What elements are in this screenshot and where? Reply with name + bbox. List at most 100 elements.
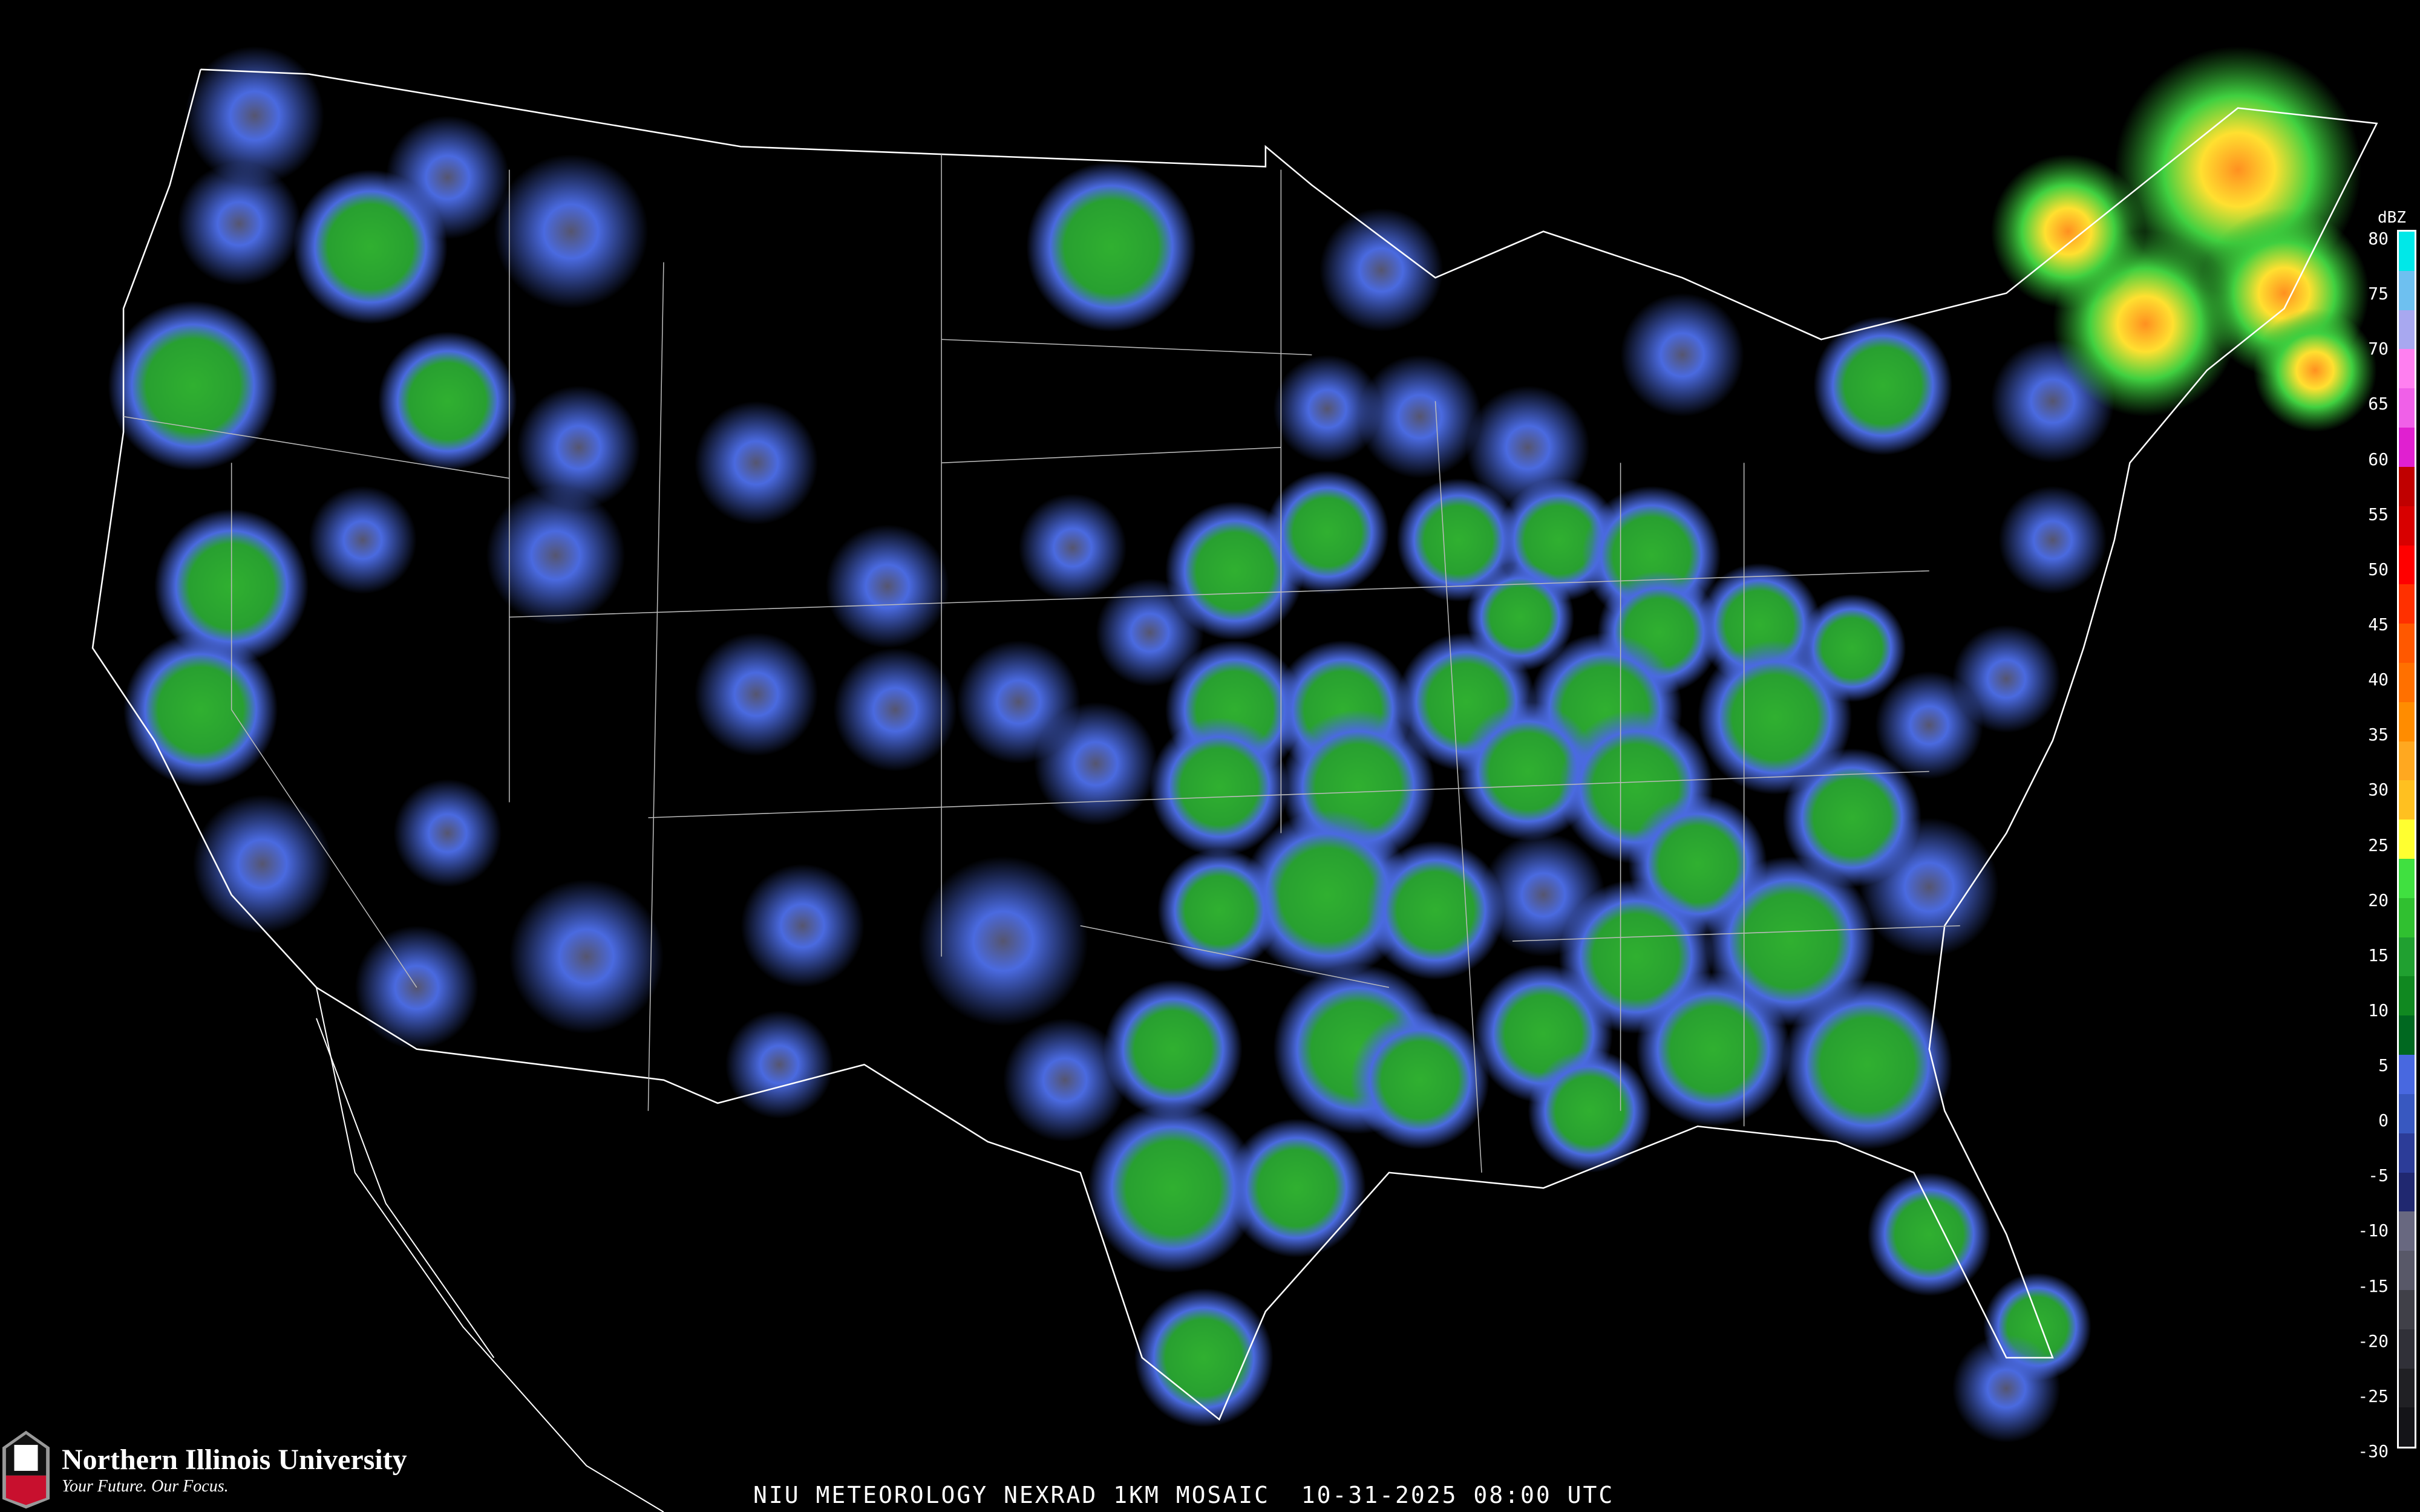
legend-color-step	[2399, 820, 2415, 859]
radar-echo	[1227, 1118, 1366, 1258]
radar-echo	[833, 648, 957, 772]
legend-tick-label: 35	[2368, 725, 2389, 745]
legend-tick-label: 55	[2368, 504, 2389, 524]
radar-echo	[1636, 972, 1791, 1127]
radar-echo	[1157, 849, 1281, 973]
radar-echo	[1998, 486, 2107, 595]
radar-echo	[177, 161, 301, 285]
legend-color-step	[2399, 310, 2415, 350]
radar-echo	[1088, 1103, 1258, 1273]
mosaic-title: NIU METEOROLOGY NEXRAD 1KM MOSAIC 10-31-…	[753, 1482, 1615, 1508]
radar-echo	[1134, 1288, 1274, 1427]
radar-echo	[1026, 161, 1197, 332]
radar-echo	[192, 794, 332, 934]
legend-tick-label: -30	[2358, 1441, 2389, 1461]
radar-echo	[1003, 1018, 1127, 1142]
legend-color-step	[2399, 1015, 2415, 1055]
radar-echo	[1320, 208, 1444, 332]
legend-color-step	[2399, 1133, 2415, 1173]
radar-echo	[1698, 640, 1853, 795]
legend-tick-label: -25	[2358, 1386, 2389, 1406]
radar-echo	[494, 154, 649, 309]
legend-tick-label: -15	[2358, 1276, 2389, 1296]
us-outline	[91, 68, 2378, 1421]
legend-color-step	[2399, 1055, 2415, 1094]
radar-echo	[1365, 841, 1505, 980]
legend-color-step	[2399, 545, 2415, 585]
legend-tick-label: -20	[2358, 1331, 2389, 1351]
storm-echo	[2253, 308, 2377, 432]
legend-color-step	[2399, 1251, 2415, 1290]
niu-shield-icon	[2, 1430, 50, 1509]
radar-echo	[1620, 293, 1744, 417]
legend-tick-label: 10	[2368, 1000, 2389, 1020]
legend-tick-label: 25	[2368, 835, 2389, 855]
legend-color-step	[2399, 232, 2415, 271]
radar-echo	[185, 46, 324, 186]
legend-tick-label: 40	[2368, 670, 2389, 690]
legend-color-step	[2399, 1093, 2415, 1133]
legend-color-step	[2399, 1211, 2415, 1251]
radar-echo	[1103, 979, 1243, 1119]
legend-color-step	[2399, 506, 2415, 546]
legend-color-step	[2399, 1407, 2415, 1447]
legend-tick-label: 80	[2368, 229, 2389, 249]
legend-tick-label: 70	[2368, 339, 2389, 359]
radar-echo	[1358, 354, 1482, 478]
legend-tick-label: 50	[2368, 559, 2389, 579]
legend-color-step	[2399, 662, 2415, 702]
legend-tick-label: 5	[2378, 1055, 2389, 1076]
legend-color-step	[2399, 428, 2415, 467]
legend-tick-label: -10	[2358, 1220, 2389, 1241]
legend-color-step	[2399, 1172, 2415, 1212]
radar-echo	[108, 301, 278, 471]
radar-echo	[1952, 625, 2061, 733]
reflectivity-color-bar	[2397, 230, 2416, 1448]
radar-echo	[694, 401, 819, 525]
radar-echo	[1034, 702, 1158, 826]
legend-tick-label: 15	[2368, 945, 2389, 965]
state-borders	[123, 154, 1960, 1173]
radar-echo	[517, 385, 641, 509]
legend-color-step	[2399, 1289, 2415, 1329]
legend-color-step	[2399, 388, 2415, 428]
legend-color-step	[2399, 898, 2415, 937]
radar-echo	[1273, 354, 1382, 463]
university-tagline: Your Future. Our Focus.	[62, 1477, 229, 1496]
radar-echo	[1867, 1172, 1991, 1296]
university-name: Northern Illinois University	[62, 1444, 407, 1476]
legend-color-step	[2399, 466, 2415, 506]
legend-color-step	[2399, 1368, 2415, 1408]
radar-echo	[1528, 1049, 1652, 1173]
radar-echo	[918, 856, 1088, 1026]
radar-echo	[725, 1010, 834, 1119]
legend-color-step	[2399, 937, 2415, 977]
radar-echo	[694, 632, 819, 756]
radar-echo	[1813, 316, 1953, 455]
legend-tick-label: -5	[2368, 1165, 2389, 1186]
niu-logo: Northern Illinois University Your Future…	[2, 1430, 407, 1509]
radar-echo	[123, 632, 278, 787]
radar-echo	[1782, 979, 1953, 1150]
radar-echo	[825, 524, 949, 648]
legend-color-step	[2399, 584, 2415, 624]
legend-color-step	[2399, 270, 2415, 310]
radar-echo	[1350, 1010, 1490, 1150]
legend-tick-label: 75	[2368, 284, 2389, 304]
legend-tick-label: 65	[2368, 394, 2389, 414]
legend-color-step	[2399, 624, 2415, 663]
radar-echo	[378, 331, 517, 471]
storm-echo	[1990, 154, 2145, 309]
legend-tick-label: 20	[2368, 890, 2389, 910]
legend-tick-label: 0	[2378, 1110, 2389, 1131]
legend-color-step	[2399, 859, 2415, 898]
radar-echo	[1150, 717, 1289, 856]
legend-color-step	[2399, 976, 2415, 1016]
radar-echo	[1242, 810, 1413, 980]
radar-echo	[1018, 494, 1127, 602]
radar-echo	[486, 486, 626, 625]
radar-echo	[393, 779, 502, 887]
legend-tick-label: 60	[2368, 449, 2389, 469]
mexico-coast	[315, 987, 664, 1512]
